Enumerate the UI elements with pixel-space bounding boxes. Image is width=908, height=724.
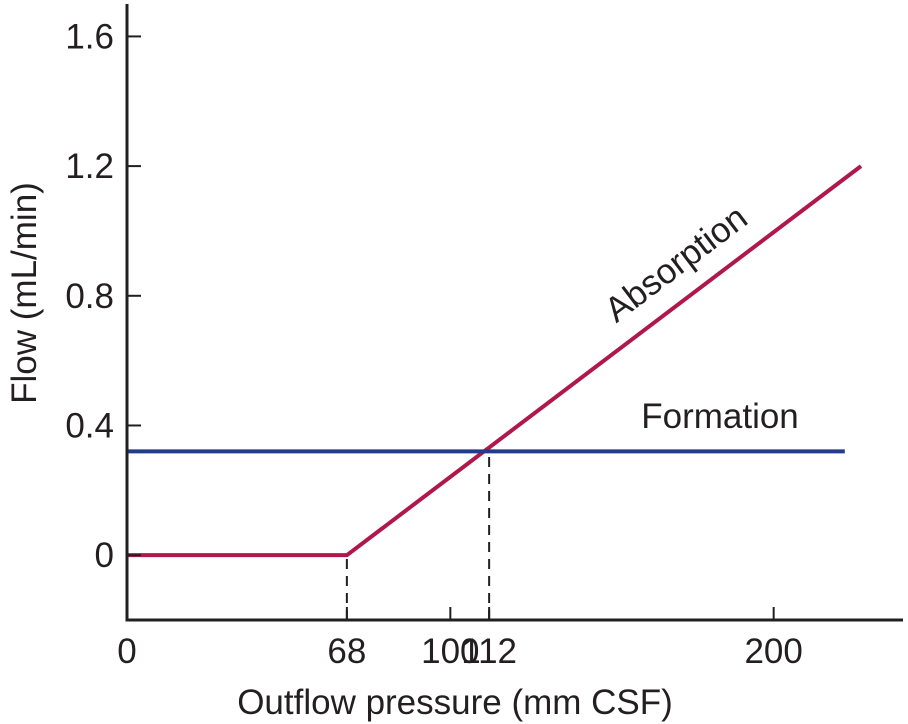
series-lines	[127, 164, 863, 558]
formation-series-label: Formation	[641, 397, 799, 436]
y-tick-label: 0.8	[65, 277, 114, 316]
x-tick-label: 112	[461, 632, 517, 671]
absorption-line	[127, 164, 863, 558]
y-tick-label: 1.6	[65, 17, 114, 56]
axes	[125, 4, 903, 622]
x-tick-label: 100	[421, 632, 479, 671]
y-tick-label: 0	[95, 536, 114, 575]
x-tick-label: 200	[744, 632, 802, 671]
reference-lines	[345, 451, 491, 620]
x-axis-title: Outflow pressure (mm CSF)	[237, 683, 673, 722]
y-tick-label: 0.4	[65, 406, 114, 445]
y-axis-title: Flow (mL/min)	[5, 182, 44, 404]
x-tick-label: 68	[327, 632, 366, 671]
x-tick-label: 0	[117, 632, 136, 671]
y-tick-label: 1.2	[65, 147, 114, 186]
